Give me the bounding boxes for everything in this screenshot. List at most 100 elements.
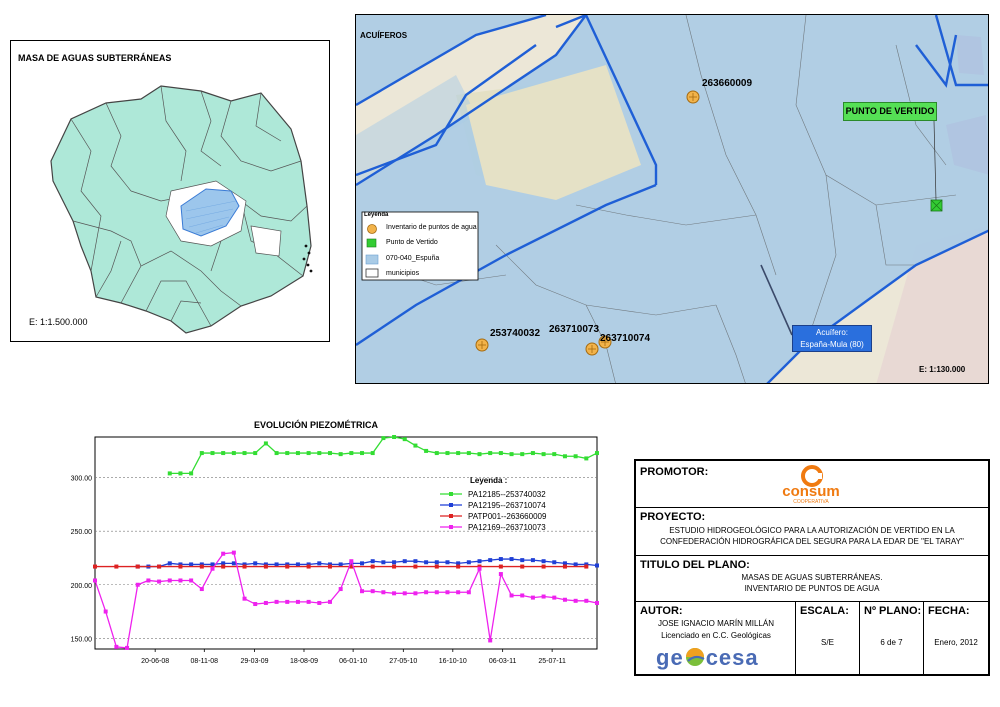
aquifer-hatch-icon	[365, 254, 379, 265]
series-point-2	[456, 564, 461, 569]
series-point-0	[424, 448, 429, 453]
series-point-1	[210, 562, 215, 567]
legend-item-municipios: municipios	[386, 270, 420, 277]
series-point-1	[413, 559, 418, 564]
series-point-1	[167, 561, 172, 566]
legend-series-name: PATP001--263660009	[468, 512, 547, 521]
series-point-0	[552, 452, 557, 457]
series-point-0	[562, 454, 567, 459]
series-point-0	[231, 451, 236, 456]
series-point-3	[509, 593, 514, 598]
series-point-1	[306, 562, 311, 567]
series-point-3	[114, 644, 119, 649]
series-line-1	[137, 558, 598, 568]
company-name: consum	[782, 483, 840, 500]
piezometric-chart-svg: EVOLUCIÓN PIEZOMÉTRICA 300.00 250.00 200.00…	[71, 419, 599, 665]
series-point-0	[167, 471, 172, 476]
series-point-2	[584, 564, 589, 569]
titulo-line2: INVENTARIO DE PUNTOS DE AGUA	[744, 584, 880, 593]
series-point-2	[327, 564, 332, 569]
discharge-label: PUNTO DE VERTIDO	[843, 102, 937, 121]
series-point-0	[413, 443, 418, 448]
series-point-0	[509, 452, 514, 457]
fecha-value: Enero, 2012	[934, 638, 978, 647]
series-point-1	[189, 562, 194, 567]
piezometric-chart: EVOLUCIÓN PIEZOMÉTRICA 300.00 250.00 200.00…	[60, 415, 605, 690]
geocesa-logo: ge cesa	[656, 645, 796, 670]
series-point-0	[488, 451, 493, 456]
fecha-label: FECHA:	[928, 605, 970, 617]
series-point-0	[189, 471, 194, 476]
series-point-3	[317, 600, 322, 605]
series-point-2	[306, 564, 311, 569]
series-point-2	[562, 564, 567, 569]
point-label-253740032: 253740032	[490, 328, 541, 339]
series-point-3	[125, 645, 130, 650]
series-point-3	[392, 591, 397, 596]
series-point-3	[488, 638, 493, 643]
series-point-2	[93, 564, 97, 569]
municipality-boundary-icon	[365, 268, 379, 278]
y-tick-label: 250.00	[71, 529, 93, 536]
series-point-3	[595, 600, 599, 605]
series-point-0	[327, 451, 332, 456]
series-point-3	[520, 593, 525, 598]
series-point-0	[370, 451, 375, 456]
series-point-0	[317, 451, 322, 456]
x-tick-label: 06-01-10	[339, 658, 367, 665]
series-point-1	[488, 558, 493, 563]
series-point-3	[370, 589, 375, 594]
series-point-1	[360, 561, 365, 566]
series-point-3	[424, 590, 429, 595]
detail-map-panel: ACUÍFEROS 263660009 253740032 263710073 …	[355, 14, 989, 384]
detail-map-title: ACUÍFEROS	[360, 31, 408, 40]
series-point-0	[402, 437, 407, 442]
series-point-0	[306, 451, 311, 456]
escala-value: S/E	[821, 638, 834, 647]
series-point-1	[381, 560, 386, 565]
promotor-cell: PROMOTOR: consum COOPERATIVA	[636, 461, 988, 508]
series-point-1	[509, 557, 514, 562]
series-point-2	[114, 564, 119, 569]
series-point-1	[573, 562, 578, 567]
legend-item-aquifer: 070-040_Espuña	[386, 255, 440, 262]
series-point-1	[285, 562, 290, 567]
legend-series-name: PA12195--263710074	[468, 501, 546, 510]
legend-item-water-points: Inventario de puntos de agua	[386, 224, 477, 231]
x-tick-label: 16-10-10	[439, 658, 467, 665]
series-point-2	[242, 564, 247, 569]
series-point-3	[413, 591, 418, 596]
series-point-0	[392, 435, 397, 439]
series-point-0	[541, 452, 546, 457]
series-point-1	[562, 561, 567, 566]
series-point-1	[242, 562, 247, 567]
series-point-1	[349, 561, 354, 566]
proyecto-line2: CONFEDERACIÓN HIDROGRÁFICA DEL SEGURA PA…	[660, 537, 964, 546]
series-point-2	[263, 564, 268, 569]
series-point-1	[295, 562, 300, 567]
series-point-1	[370, 559, 375, 564]
series-point-3	[530, 595, 535, 600]
series-point-3	[178, 578, 183, 583]
series-point-2	[157, 564, 162, 569]
map-legend	[361, 211, 479, 281]
y-tick-label: 200.00	[71, 583, 93, 590]
series-point-3	[562, 597, 567, 602]
chart-legend-title: Leyenda :	[470, 476, 507, 485]
series-point-3	[445, 590, 450, 595]
series-point-3	[242, 596, 247, 601]
series-point-1	[221, 561, 226, 566]
series-point-1	[317, 561, 322, 566]
fecha-cell: FECHA: Enero, 2012	[924, 602, 988, 674]
series-point-2	[520, 564, 525, 569]
chart-title: EVOLUCIÓN PIEZOMÉTRICA	[254, 419, 379, 430]
series-point-1	[338, 562, 343, 567]
series-point-3	[221, 551, 226, 556]
series-point-3	[103, 609, 108, 614]
series-point-2	[221, 564, 226, 569]
series-point-0	[381, 436, 386, 441]
series-point-1	[424, 560, 429, 565]
discharge-point-icon	[366, 238, 377, 248]
legend-series-name: PA12169--263710073	[468, 523, 546, 532]
plano-label: Nº PLANO:	[864, 605, 922, 617]
